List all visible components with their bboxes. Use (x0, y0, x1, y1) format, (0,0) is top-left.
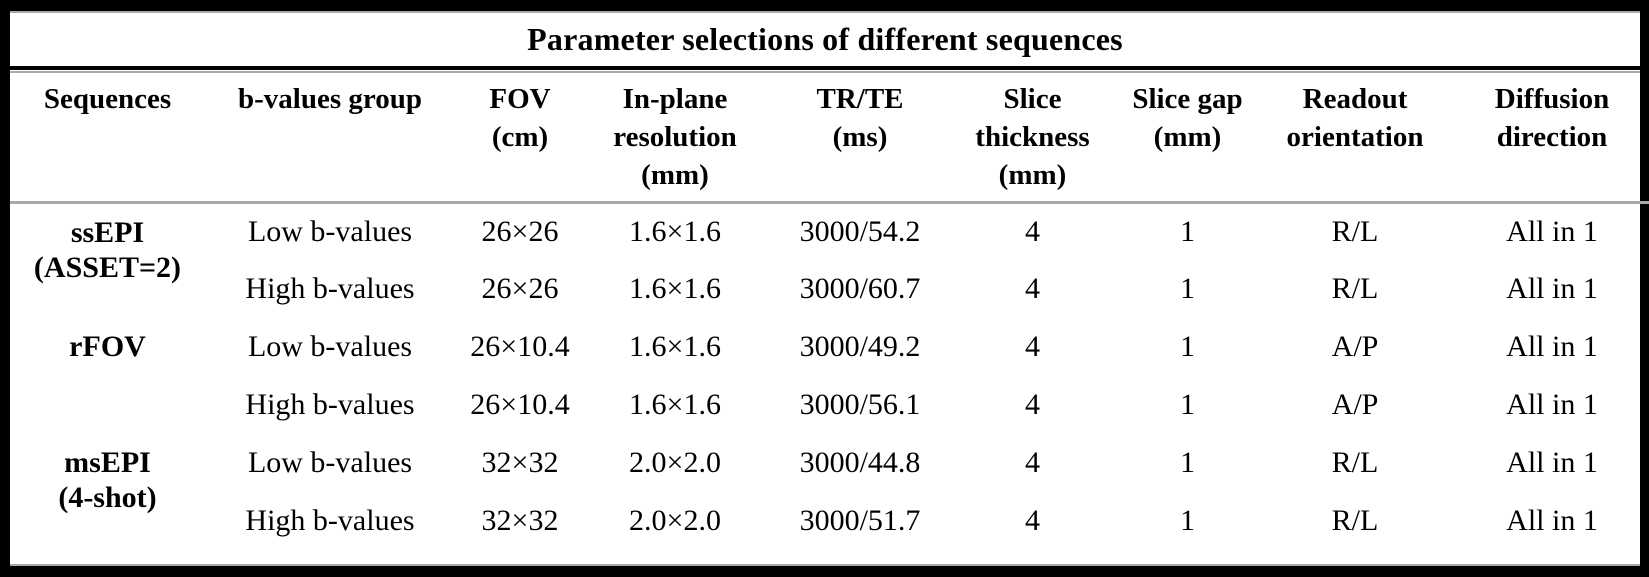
cell-fov: 26×26 (481, 214, 559, 248)
cell-in-plane-resolution: 1.6×1.6 (629, 214, 721, 248)
cell-b-values-group: Low b-values (247, 330, 413, 363)
cell-readout-orientation: R/L (1331, 446, 1379, 479)
table-row: High b-values 26×26 1.6×1.6 3000/60.7 4 … (10, 260, 1649, 318)
data-table: Sequences b-values group FOV (cm) In-pla… (10, 73, 1649, 550)
cell-readout-orientation: R/L (1331, 504, 1379, 537)
title-divider (10, 66, 1640, 73)
cell-tr-te: 3000/44.8 (799, 446, 921, 479)
cell-in-plane-resolution: 2.0×2.0 (629, 446, 721, 479)
cell-b-values-group: Low b-values (247, 446, 413, 479)
cell-fov: 32×32 (481, 446, 559, 479)
column-header-slice-gap: Slice gap (mm) (1110, 73, 1265, 204)
bottom-spacer (10, 550, 1640, 564)
cell-slice-thickness: 4 (1025, 388, 1040, 421)
cell-b-values-group: High b-values (245, 272, 415, 305)
sequence-cell: msEPI (4-shot) (58, 446, 157, 514)
cell-in-plane-resolution: 1.6×1.6 (629, 388, 721, 421)
cell-b-values-group: High b-values (245, 504, 415, 537)
header-row: Sequences b-values group FOV (cm) In-pla… (10, 73, 1649, 204)
cell-b-values-group: High b-values (245, 388, 415, 421)
cell-readout-orientation: A/P (1331, 330, 1379, 363)
cell-diffusion-direction: All in 1 (1506, 272, 1598, 305)
cell-diffusion-direction: All in 1 (1506, 504, 1598, 537)
cell-readout-orientation: A/P (1331, 388, 1379, 421)
cell-slice-thickness: 4 (1025, 446, 1040, 479)
column-header-b-values-group: b-values group (205, 73, 455, 204)
table-row: rFOV Low b-values 26×10.4 1.6×1.6 3000/4… (10, 318, 1649, 376)
cell-slice-thickness: 4 (1025, 214, 1040, 248)
cell-in-plane-resolution: 1.6×1.6 (629, 272, 721, 305)
cell-fov: 26×10.4 (470, 330, 570, 363)
column-header-tr-te: TR/TE (ms) (765, 73, 955, 204)
table-row: High b-values 26×10.4 1.6×1.6 3000/56.1 … (10, 376, 1649, 434)
column-header-sequences: Sequences (10, 73, 205, 204)
table-row: High b-values 32×32 2.0×2.0 3000/51.7 4 … (10, 492, 1649, 550)
sequence-cell: ssEPI (ASSET=2) (33, 215, 182, 284)
cell-b-values-group: Low b-values (247, 214, 413, 248)
cell-slice-gap: 1 (1180, 214, 1195, 248)
cell-slice-gap: 1 (1180, 272, 1195, 305)
cell-fov: 26×26 (481, 272, 559, 305)
cell-diffusion-direction: All in 1 (1506, 388, 1598, 421)
cell-slice-gap: 1 (1180, 446, 1195, 479)
table-title: Parameter selections of different sequen… (527, 21, 1123, 57)
cell-diffusion-direction: All in 1 (1506, 214, 1598, 248)
cell-slice-thickness: 4 (1025, 272, 1040, 305)
column-header-slice-thickness: Slice thickness (mm) (955, 73, 1110, 204)
table-row: ssEPI (ASSET=2) Low b-values 26×26 1.6×1… (10, 202, 1649, 284)
column-header-fov: FOV (cm) (455, 73, 585, 204)
cell-diffusion-direction: All in 1 (1506, 330, 1598, 363)
cell-in-plane-resolution: 2.0×2.0 (629, 504, 721, 537)
table-row: msEPI (4-shot) Low b-values 32×32 2.0×2.… (10, 434, 1649, 514)
cell-slice-gap: 1 (1180, 504, 1195, 537)
cell-in-plane-resolution: 1.6×1.6 (629, 330, 721, 363)
cell-diffusion-direction: All in 1 (1506, 446, 1598, 479)
cell-readout-orientation: R/L (1331, 272, 1379, 305)
cell-readout-orientation: R/L (1331, 214, 1379, 248)
cell-slice-gap: 1 (1180, 388, 1195, 421)
cell-slice-gap: 1 (1180, 330, 1195, 363)
sequence-cell: rFOV (69, 330, 146, 363)
column-header-diffusion-direction: Diffusion direction (1445, 73, 1649, 204)
cell-tr-te: 3000/49.2 (799, 330, 921, 363)
cell-slice-thickness: 4 (1025, 330, 1040, 363)
table-inner: Parameter selections of different sequen… (10, 11, 1649, 566)
cell-tr-te: 3000/51.7 (799, 504, 921, 537)
cell-tr-te: 3000/60.7 (799, 272, 921, 305)
cell-slice-thickness: 4 (1025, 504, 1040, 537)
column-header-in-plane-resolution: In-plane resolution (mm) (585, 73, 765, 204)
column-header-readout-orientation: Readout orientation (1265, 73, 1445, 204)
cell-fov: 32×32 (481, 504, 559, 537)
cell-fov: 26×10.4 (470, 388, 570, 421)
cell-tr-te: 3000/54.2 (799, 214, 921, 248)
cell-tr-te: 3000/56.1 (799, 388, 921, 421)
